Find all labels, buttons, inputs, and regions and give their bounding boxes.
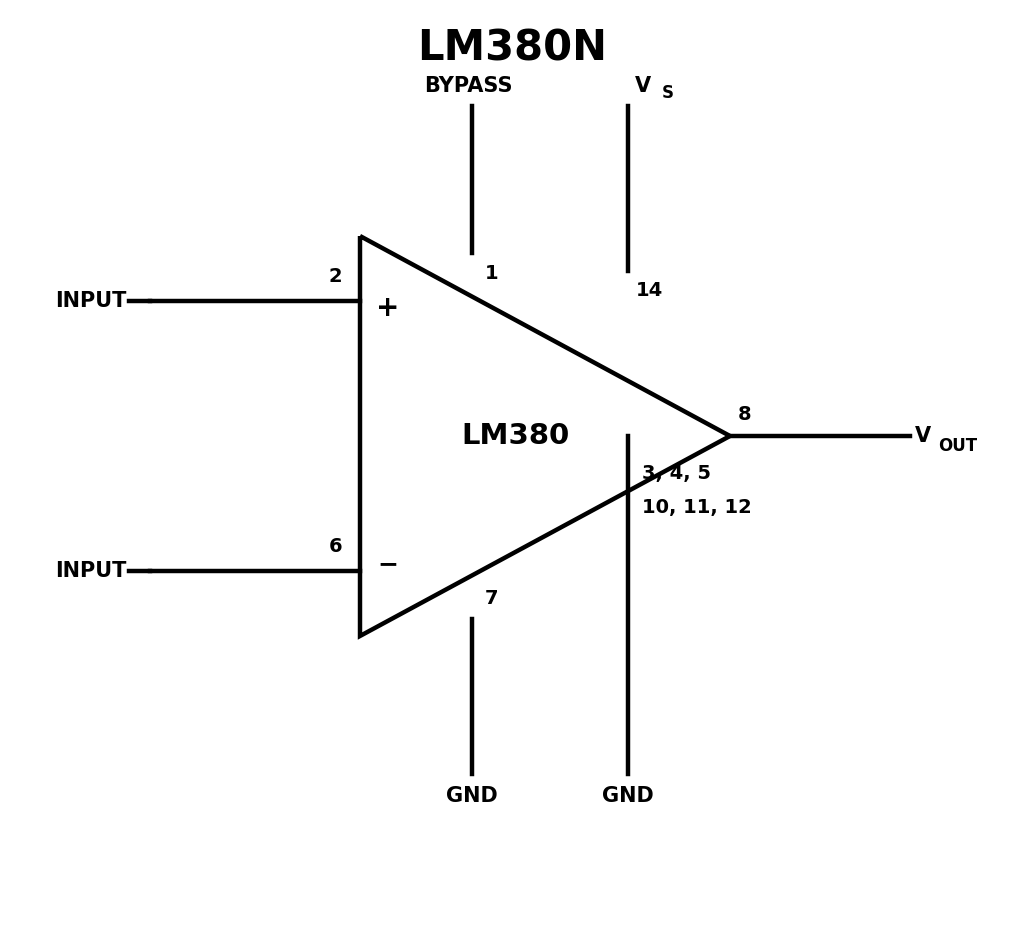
Text: GND: GND	[602, 786, 654, 806]
Text: INPUT: INPUT	[55, 291, 126, 311]
Text: INPUT: INPUT	[55, 561, 126, 581]
Text: OUT: OUT	[938, 437, 977, 455]
Text: BYPASS: BYPASS	[424, 76, 512, 96]
Text: S: S	[662, 84, 674, 102]
Text: 14: 14	[636, 281, 664, 300]
Text: −: −	[378, 552, 398, 576]
Text: 8: 8	[738, 405, 752, 424]
Text: 2: 2	[329, 267, 342, 286]
Text: GND: GND	[446, 786, 498, 806]
Text: 10, 11, 12: 10, 11, 12	[642, 498, 752, 517]
Text: V: V	[915, 426, 931, 446]
Text: 3, 4, 5: 3, 4, 5	[642, 464, 711, 483]
Text: 7: 7	[485, 589, 499, 608]
Text: 1: 1	[485, 264, 499, 283]
Text: LM380: LM380	[461, 422, 569, 450]
Text: LM380N: LM380N	[417, 27, 607, 69]
Text: V: V	[635, 76, 651, 96]
Text: +: +	[376, 294, 399, 322]
Text: 6: 6	[329, 537, 342, 556]
